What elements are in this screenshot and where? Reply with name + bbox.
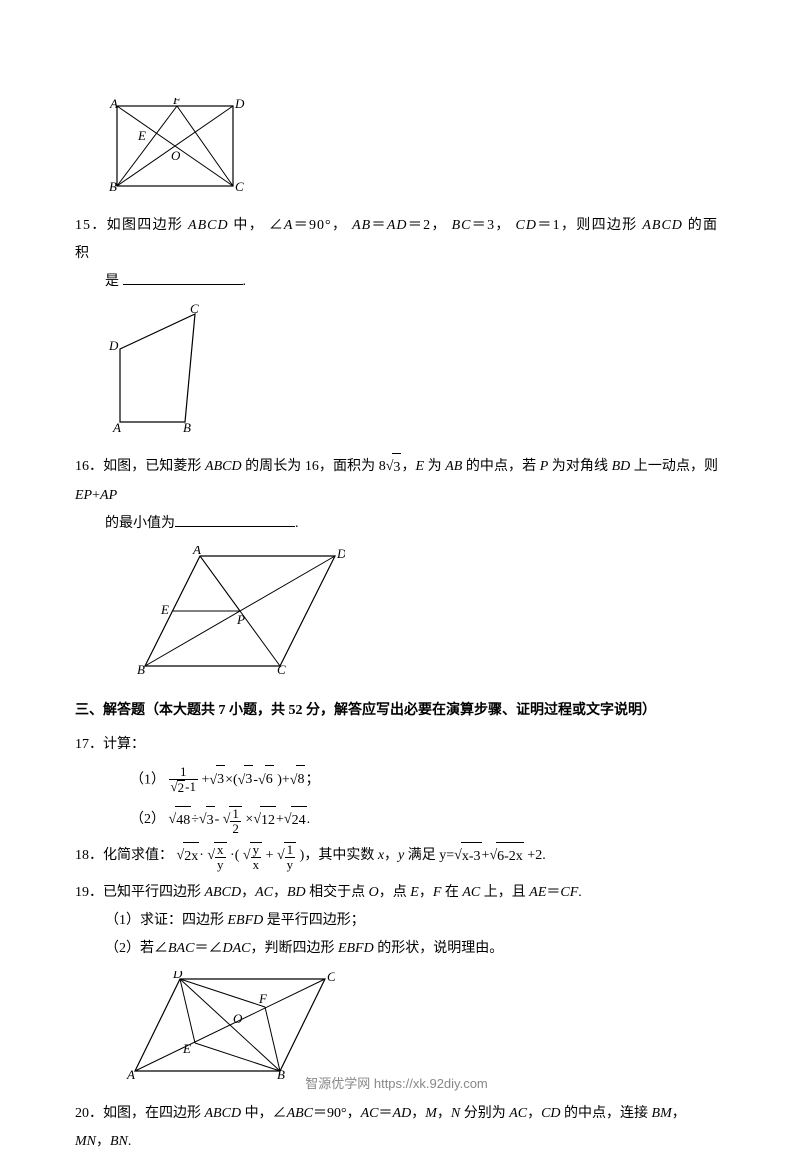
svg-text:D: D [172,971,183,981]
svg-text:B: B [109,179,117,193]
problem-18: 18．化简求值： 2x· xy ·( yx + 1y )，其中实数 x，y 满足… [75,842,718,873]
q16-blank [175,512,295,527]
page-footer: 智源优学网 https://xk.92diy.com [0,1071,793,1097]
svg-text:C: C [190,304,199,316]
q17-part1: （1） 1 2-1 +3×(3-6 )+8； [130,765,718,796]
svg-text:C: C [277,662,286,676]
svg-text:E: E [137,128,146,143]
q17-head: 17．计算： [75,731,718,759]
figure-16: A D B C E P [135,546,718,687]
fig16-svg: A D B C E P [135,546,345,676]
q15-line1: 15．如图四边形 ABCD 中， ∠A＝90°， AB＝AD＝2， BC＝3， … [75,212,718,268]
q15-blank [123,270,243,285]
svg-text:C: C [327,971,335,984]
q16-line1: 16．如图，已知菱形 ABCD 的周长为 16，面积为 83，E 为 AB 的中… [75,453,718,510]
q15-num: 15 [75,218,91,233]
fig19-svg: D C A B E F O [125,971,335,1081]
problem-15: 15．如图四边形 ABCD 中， ∠A＝90°， AB＝AD＝2， BC＝3， … [75,212,718,296]
q17-frac1: 1 2-1 [169,765,198,796]
svg-text:O: O [233,1011,243,1026]
problem-19: 19．已知平行四边形 ABCD，AC，BD 相交于点 O，点 E，F 在 AC … [75,879,718,963]
problem-17: 17．计算： （1） 1 2-1 +3×(3-6 )+8； （2） 48÷3- … [75,731,718,836]
q19-part2: （2）若∠BAC＝∠DAC，判断四边形 EBFD 的形状，说明理由。 [105,935,718,963]
problem-16: 16．如图，已知菱形 ABCD 的周长为 16，面积为 83，E 为 AB 的中… [75,453,718,538]
q19-part1: （1）求证：四边形 EBFD 是平行四边形； [105,907,718,935]
q20-text: 20．如图，在四边形 ABCD 中，∠ABC＝90°，AC＝AD，M，N 分别为… [75,1100,718,1156]
svg-text:A: A [112,420,121,434]
figure-14: A F D B C E O [105,98,718,204]
svg-text:E: E [160,602,169,617]
svg-text:O: O [171,148,181,163]
q16-line2: 的最小值为. [105,510,718,538]
svg-text:E: E [182,1041,191,1056]
figure-15: A B C D [105,304,718,445]
svg-text:B: B [137,662,145,676]
problem-20: 20．如图，在四边形 ABCD 中，∠ABC＝90°，AC＝AD，M，N 分别为… [75,1100,718,1156]
svg-text:F: F [258,991,268,1006]
q17-part2: （2） 48÷3- 12 ×12+24. [130,806,718,837]
svg-text:D: D [234,98,245,111]
svg-text:A: A [192,546,201,557]
svg-text:D: D [108,338,119,353]
svg-text:D: D [336,546,345,561]
q19-head: 19．已知平行四边形 ABCD，AC，BD 相交于点 O，点 E，F 在 AC … [75,879,718,907]
q15-line2: 是 . [105,268,718,296]
svg-text:A: A [109,98,118,111]
svg-text:P: P [236,612,245,627]
svg-text:C: C [235,179,244,193]
q16-num: 16 [75,459,89,474]
fig15-svg: A B C D [105,304,225,434]
section-3-header: 三、解答题（本大题共 7 小题，共 52 分，解答应写出必要在演算步骤、证明过程… [75,697,718,725]
fig14-svg: A F D B C E O [105,98,245,193]
svg-text:F: F [172,98,182,107]
q18-text: 18．化简求值： 2x· xy ·( yx + 1y )，其中实数 x，y 满足… [75,842,718,873]
svg-text:B: B [183,420,191,434]
